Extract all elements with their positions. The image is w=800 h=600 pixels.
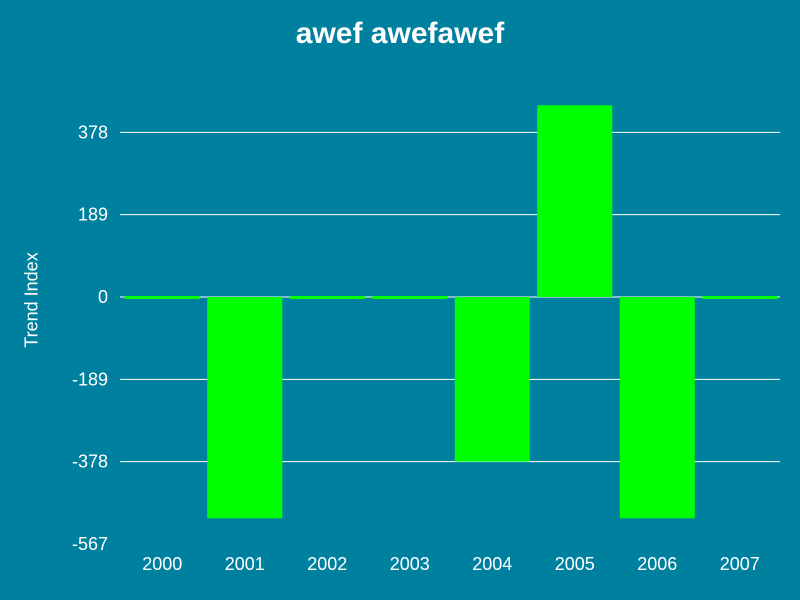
y-tick-label: -189 <box>72 369 108 389</box>
bar-2001 <box>207 297 283 519</box>
y-tick-label: -378 <box>72 452 108 472</box>
bar-2000 <box>124 296 200 299</box>
x-tick-label: 2007 <box>720 554 760 574</box>
bar-2006 <box>619 297 695 519</box>
x-tick-label: 2000 <box>142 554 182 574</box>
bar-2003 <box>372 296 448 299</box>
x-tick-label: 2003 <box>390 554 430 574</box>
bar-2002 <box>289 296 365 299</box>
chart-title: awef awefawef <box>295 17 505 50</box>
x-tick-label: 2004 <box>472 554 512 574</box>
bar-2005 <box>537 105 613 297</box>
y-tick-label: 0 <box>98 287 108 307</box>
bar-2004 <box>454 297 530 462</box>
y-tick-label: -567 <box>72 534 108 554</box>
x-tick-label: 2006 <box>637 554 677 574</box>
x-tick-label: 2005 <box>555 554 595 574</box>
y-tick-label: 189 <box>78 205 108 225</box>
x-tick-label: 2001 <box>225 554 265 574</box>
y-tick-label: 378 <box>78 122 108 142</box>
x-tick-label: 2002 <box>307 554 347 574</box>
bar-2007 <box>702 296 778 299</box>
